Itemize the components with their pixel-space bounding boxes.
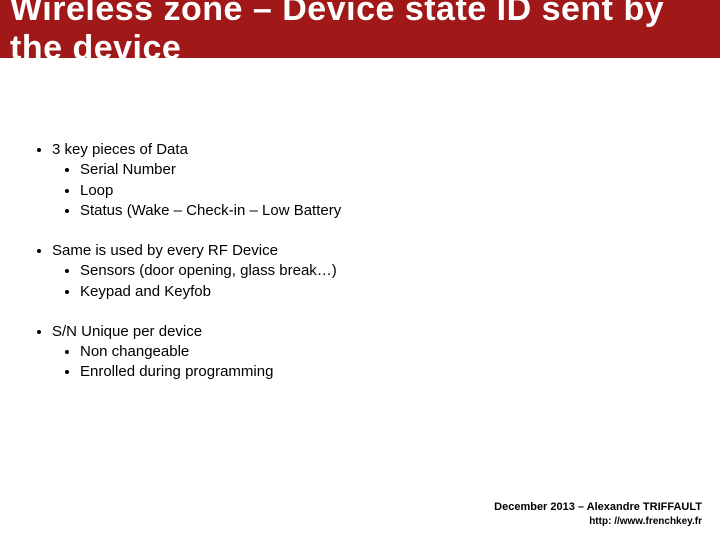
title-bar: Wireless zone – Device state ID sent by … xyxy=(0,0,720,58)
sub-bullet-item: Status (Wake – Check-in – Low Battery xyxy=(80,201,690,221)
sub-bullet-item: Keypad and Keyfob xyxy=(80,282,690,302)
sub-bullet-list: Serial Number Loop Status (Wake – Check-… xyxy=(52,160,690,221)
bullet-text: S/N Unique per device xyxy=(52,323,202,340)
bullet-text: 3 key pieces of Data xyxy=(52,141,188,158)
sub-bullet-list: Sensors (door opening, glass break…) Key… xyxy=(52,261,690,302)
sub-bullet-item: Serial Number xyxy=(80,160,690,180)
content-area: 3 key pieces of Data Serial Number Loop … xyxy=(30,140,690,403)
slide-title: Wireless zone – Device state ID sent by … xyxy=(10,0,720,68)
bullet-item: S/N Unique per device Non changeable Enr… xyxy=(52,322,690,383)
sub-bullet-item: Enrolled during programming xyxy=(80,362,690,382)
sub-bullet-item: Sensors (door opening, glass break…) xyxy=(80,261,690,281)
bullet-list: 3 key pieces of Data Serial Number Loop … xyxy=(30,140,690,383)
footer: December 2013 – Alexandre TRIFFAULT http… xyxy=(494,500,702,528)
sub-bullet-item: Loop xyxy=(80,181,690,201)
sub-bullet-list: Non changeable Enrolled during programmi… xyxy=(52,342,690,383)
bullet-item: Same is used by every RF Device Sensors … xyxy=(52,241,690,302)
footer-line-2: http: //www.frenchkey.fr xyxy=(494,515,702,529)
footer-line-1: December 2013 – Alexandre TRIFFAULT xyxy=(494,500,702,515)
bullet-item: 3 key pieces of Data Serial Number Loop … xyxy=(52,140,690,221)
bullet-text: Same is used by every RF Device xyxy=(52,242,278,259)
sub-bullet-item: Non changeable xyxy=(80,342,690,362)
